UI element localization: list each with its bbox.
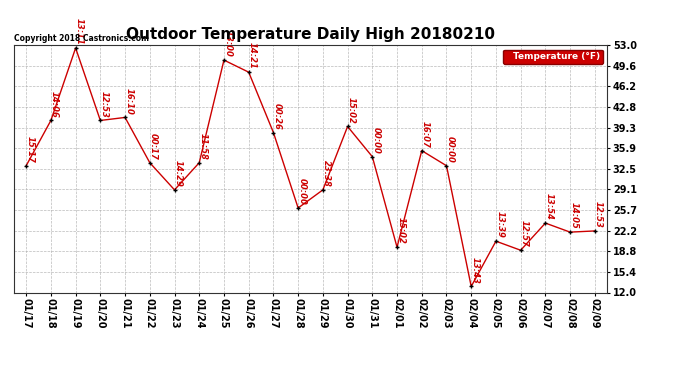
Text: 16:07: 16:07: [421, 121, 430, 148]
Point: [119, 114, 130, 120]
Point: [491, 238, 502, 244]
Text: 14:06: 14:06: [50, 91, 59, 117]
Text: 16:10: 16:10: [124, 87, 133, 114]
Text: 12:57: 12:57: [520, 220, 529, 247]
Text: 14:29: 14:29: [174, 160, 183, 187]
Point: [441, 163, 452, 169]
Point: [169, 187, 180, 193]
Point: [293, 205, 304, 211]
Text: 15:02: 15:02: [347, 97, 356, 123]
Text: 00:00: 00:00: [371, 127, 380, 154]
Text: 13:39: 13:39: [495, 211, 504, 238]
Point: [466, 284, 477, 290]
Text: 14:05: 14:05: [569, 202, 578, 229]
Text: 00:00: 00:00: [297, 178, 306, 205]
Text: 00:26: 00:26: [273, 103, 282, 129]
Point: [391, 244, 402, 250]
Text: 12:53: 12:53: [99, 91, 108, 117]
Point: [515, 247, 526, 253]
Text: 11:58: 11:58: [199, 133, 208, 160]
Legend: Temperature (°F): Temperature (°F): [503, 50, 602, 64]
Text: 12:53: 12:53: [594, 201, 603, 228]
Text: 13:54: 13:54: [544, 193, 553, 220]
Point: [95, 117, 106, 123]
Point: [243, 69, 254, 75]
Point: [317, 187, 328, 193]
Text: 00:17: 00:17: [149, 133, 158, 160]
Point: [21, 163, 32, 169]
Point: [194, 160, 205, 166]
Point: [70, 45, 81, 51]
Point: [367, 154, 378, 160]
Point: [540, 220, 551, 226]
Point: [144, 160, 155, 166]
Text: 15:17: 15:17: [26, 136, 34, 163]
Point: [589, 228, 600, 234]
Text: 13:43: 13:43: [471, 256, 480, 284]
Title: Outdoor Temperature Daily High 20180210: Outdoor Temperature Daily High 20180210: [126, 27, 495, 42]
Text: 14:21: 14:21: [248, 42, 257, 69]
Text: Copyright 2018 Castronics.com: Copyright 2018 Castronics.com: [14, 33, 149, 42]
Text: 15:02: 15:02: [396, 217, 405, 244]
Point: [268, 129, 279, 135]
Text: 13:00: 13:00: [223, 30, 232, 57]
Point: [416, 148, 427, 154]
Text: 13:11: 13:11: [75, 18, 83, 45]
Text: 23:38: 23:38: [322, 160, 331, 187]
Point: [219, 57, 230, 63]
Point: [342, 123, 353, 129]
Text: 00:00: 00:00: [446, 136, 455, 163]
Point: [564, 229, 575, 235]
Point: [46, 117, 57, 123]
